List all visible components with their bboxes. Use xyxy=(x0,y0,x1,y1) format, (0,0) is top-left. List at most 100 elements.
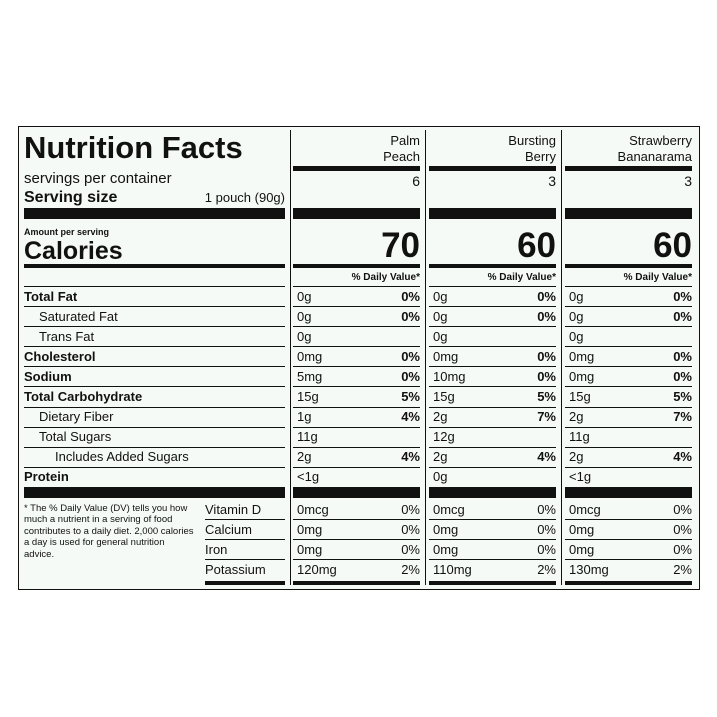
thick-bar xyxy=(565,487,692,498)
row-rule xyxy=(565,519,692,520)
nutrient-daily-value: 0% xyxy=(673,368,692,384)
footnote: * The % Daily Value (DV) tells you how m… xyxy=(24,503,194,560)
nutrient-daily-value: 4% xyxy=(401,409,420,425)
vitamin-label: Calcium xyxy=(205,521,252,537)
nutrient-amount: 15g xyxy=(297,389,319,404)
row-rule xyxy=(293,326,420,328)
nutrient-label: Total Fat xyxy=(24,288,78,304)
servings-label: servings per container xyxy=(24,170,172,187)
row-rule xyxy=(293,306,420,307)
nutrient-daily-value: 4% xyxy=(401,449,420,465)
row-rule xyxy=(24,366,285,368)
column-divider xyxy=(290,130,291,585)
row-rule xyxy=(293,406,420,408)
row-rule xyxy=(429,306,556,307)
daily-value-header: % Daily Value* xyxy=(351,271,420,283)
thin-rule xyxy=(429,286,556,287)
medium-bar xyxy=(429,264,556,268)
nutrient-daily-value: 4% xyxy=(673,449,692,465)
nutrient-amount: 0g xyxy=(569,308,584,324)
row-rule xyxy=(429,346,556,348)
medium-bar xyxy=(565,581,692,585)
nutrient-amount: 10mg xyxy=(433,368,466,384)
amount-label: Amount per serving xyxy=(24,227,110,237)
product-name: Peach xyxy=(383,148,420,164)
vitamin-amount: 0mcg xyxy=(433,501,465,517)
row-rule xyxy=(565,426,692,428)
nutrient-amount: 0g xyxy=(433,288,448,304)
vitamin-amount: 0mg xyxy=(297,521,323,537)
row-rule xyxy=(565,466,692,468)
vitamin-daily-value: 0% xyxy=(537,501,556,517)
thin-rule xyxy=(24,286,285,287)
row-rule xyxy=(565,346,692,348)
vitamin-amount: 0mcg xyxy=(297,501,329,517)
serving-size-label: Serving size xyxy=(24,188,118,206)
row-rule xyxy=(24,326,285,328)
row-rule xyxy=(429,366,556,368)
servings-value: 3 xyxy=(548,173,556,189)
row-rule xyxy=(293,386,420,388)
vitamin-daily-value: 0% xyxy=(401,541,420,557)
nutrient-amount: 2g xyxy=(569,409,584,425)
row-rule xyxy=(24,406,285,408)
thin-rule xyxy=(293,286,420,287)
thick-bar xyxy=(24,208,285,219)
nutrient-amount: 2g xyxy=(433,409,448,425)
nutrient-amount: 2g xyxy=(297,449,312,465)
thick-bar xyxy=(293,487,420,498)
column-divider xyxy=(561,130,562,585)
row-rule xyxy=(429,446,556,448)
vitamin-daily-value: 2% xyxy=(537,561,556,577)
column-divider xyxy=(425,130,426,585)
nutrient-label: Dietary Fiber xyxy=(39,409,114,425)
servings-value: 6 xyxy=(412,173,420,189)
nutrient-amount: 0mg xyxy=(433,348,459,364)
vitamin-amount: 130mg xyxy=(569,561,609,577)
row-rule xyxy=(565,306,692,307)
nutrient-label: Sodium xyxy=(24,368,72,384)
vitamin-daily-value: 2% xyxy=(673,561,692,577)
row-rule xyxy=(293,559,420,561)
nutrient-daily-value: 0% xyxy=(537,308,556,324)
vitamin-amount: 0mg xyxy=(433,541,459,557)
nutrient-label: Trans Fat xyxy=(39,328,95,344)
vitamin-daily-value: 0% xyxy=(401,501,420,517)
row-rule xyxy=(429,539,556,541)
row-rule xyxy=(565,326,692,328)
nutrient-daily-value: 0% xyxy=(673,308,692,324)
vitamin-amount: 0mg xyxy=(297,541,323,557)
vitamin-amount: 0mg xyxy=(569,521,595,537)
vitamin-daily-value: 0% xyxy=(537,541,556,557)
vitamin-daily-value: 0% xyxy=(673,521,692,537)
vitamin-label: Vitamin D xyxy=(205,501,262,517)
nutrient-amount: 11g xyxy=(569,429,590,445)
row-rule xyxy=(205,559,285,561)
nutrient-amount: 1g xyxy=(297,409,312,425)
servings-value: 3 xyxy=(684,173,692,189)
nutrient-amount: 0g xyxy=(297,288,312,304)
vitamin-amount: 0mcg xyxy=(569,501,601,517)
nutrient-daily-value: 0% xyxy=(537,368,556,384)
nutrient-amount: 15g xyxy=(569,389,591,404)
nutrient-amount: 0g xyxy=(297,328,312,344)
nutrient-label: Protein xyxy=(24,469,69,485)
row-rule xyxy=(429,426,556,428)
nutrient-label: Total Carbohydrate xyxy=(24,389,143,404)
nutrient-amount: 5mg xyxy=(297,368,323,384)
row-rule xyxy=(429,386,556,388)
product-name: Strawberry xyxy=(629,132,692,148)
row-rule xyxy=(205,519,285,520)
row-rule xyxy=(293,519,420,520)
row-rule xyxy=(429,466,556,468)
thick-bar xyxy=(429,208,556,219)
row-rule xyxy=(565,539,692,541)
row-rule xyxy=(24,426,285,428)
row-rule xyxy=(429,326,556,328)
row-rule xyxy=(205,539,285,541)
nutrient-amount: 11g xyxy=(297,429,318,445)
nutrient-label: Cholesterol xyxy=(24,348,96,364)
nutrient-amount: 0g xyxy=(433,328,448,344)
label-panel xyxy=(18,126,700,590)
